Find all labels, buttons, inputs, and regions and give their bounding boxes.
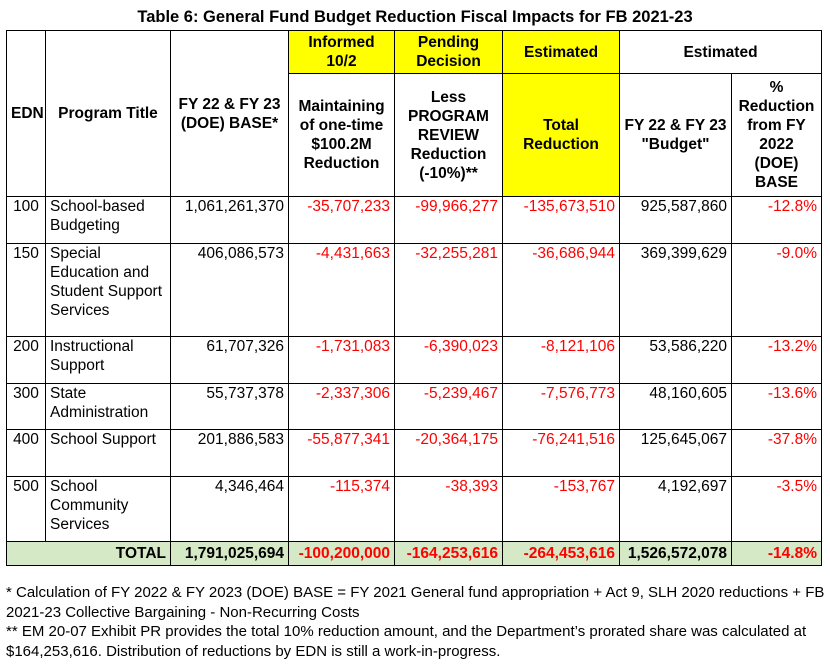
total-row: TOTAL 1,791,025,694 -100,200,000 -164,25… [6,541,822,566]
review-cell: -6,390,023 [394,336,503,384]
pending-header: Pending Decision [394,30,503,74]
program-title-cell: State Administration [45,383,171,430]
table-row: 500 School Community Services 4,346,464 -11… [6,476,822,542]
pct-cell: -13.6% [731,383,822,430]
budget-header: FY 22 & FY 23 "Budget" [619,73,732,197]
pct-cell: -37.8% [731,429,822,477]
footnote-review: ** EM 20-07 Exhibit PR provides the tota… [6,623,807,660]
pct-cell: -3.5% [731,476,822,542]
edn-cell: 200 [6,336,46,384]
table-row: 400 School Support 201,886,583 -55,877,341-… [6,429,822,477]
program-title-header: Program Title [45,30,171,197]
header-row-bottom: Maintaining of one-time $100.2M Reductio… [7,73,822,197]
total-reduction-cell: -7,576,773 [502,383,620,430]
program-title-cell: School-based Budgeting [45,196,171,244]
table-row: 300 State Administration 55,737,378 -2,337,… [6,383,822,430]
base-cell: 406,086,573 [170,243,289,337]
program-title-cell: School Community Services [45,476,171,542]
total-reduction-cell: -8,121,106 [502,336,620,384]
budget-cell: 369,399,629 [619,243,732,337]
total-reduction-cell: -153,767 [502,476,620,542]
budget-table: EDN Program Title FY 22 & FY 23 (DOE) BA… [6,30,822,566]
total-reduction-cell: -135,673,510 [502,196,620,244]
maintain-cell: -115,374 [288,476,395,542]
budget-cell: 53,586,220 [619,336,732,384]
estimated-header-left: Estimated [502,30,620,74]
review-cell: -38,393 [394,476,503,542]
budget-cell: 4,192,697 [619,476,732,542]
total-budget: 1,526,572,078 [619,541,732,566]
review-cell: -99,966,277 [394,196,503,244]
maintain-cell: -4,431,663 [288,243,395,337]
base-cell: 55,737,378 [170,383,289,430]
table-row: 100 School-based Budgeting 1,061,261,370 -3… [6,196,822,244]
less-review-header: Less PROGRAM REVIEW Reduction (-10%)** [394,73,503,197]
table-row: 200 Instructional Support 61,707,326 -1,731… [6,336,822,384]
base-cell: 1,061,261,370 [170,196,289,244]
budget-cell: 925,587,860 [619,196,732,244]
total-label: TOTAL [6,541,171,566]
pct-header: % Reduction from FY 2022 (DOE) BASE [731,73,822,197]
estimated-header-right: Estimated [619,30,822,74]
edn-cell: 300 [6,383,46,430]
base-cell: 61,707,326 [170,336,289,384]
footnote-base: * Calculation of FY 2022 & FY 2023 (DOE)… [6,584,825,621]
program-title-cell: Instructional Support [45,336,171,384]
table-body: 100 School-based Budgeting 1,061,261,370 -3… [6,196,822,542]
program-title-cell: School Support [45,429,171,477]
edn-cell: 150 [6,243,46,337]
edn-cell: 500 [6,476,46,542]
table-title: Table 6: General Fund Budget Reduction F… [137,8,693,26]
edn-cell: 400 [6,429,46,477]
base-cell: 201,886,583 [170,429,289,477]
total-base: 1,791,025,694 [170,541,289,566]
total-review: -164,253,616 [394,541,503,566]
review-cell: -20,364,175 [394,429,503,477]
table-row: 150 Special Education and Student Support… [6,243,822,337]
budget-cell: 48,160,605 [619,383,732,430]
edn-header: EDN [6,30,46,197]
total-maintain: -100,200,000 [288,541,395,566]
base-header: FY 22 & FY 23 (DOE) BASE* [170,30,289,197]
total-pct: -14.8% [731,541,822,566]
total-reduction-header: Total Reduction [502,73,620,197]
total-total-reduction: -264,453,616 [502,541,620,566]
total-reduction-cell: -36,686,944 [502,243,620,337]
header-row-top: EDN Program Title FY 22 & FY 23 (DOE) BA… [6,30,822,197]
budget-cell: 125,645,067 [619,429,732,477]
edn-cell: 100 [6,196,46,244]
maintain-cell: -1,731,083 [288,336,395,384]
review-cell: -32,255,281 [394,243,503,337]
maintain-cell: -35,707,233 [288,196,395,244]
pct-cell: -9.0% [731,243,822,337]
footnotes: * Calculation of FY 2022 & FY 2023 (DOE)… [6,583,826,661]
base-cell: 4,346,464 [170,476,289,542]
informed-header: Informed 10/2 [288,30,395,74]
pct-cell: -13.2% [731,336,822,384]
total-reduction-cell: -76,241,516 [502,429,620,477]
maintaining-header: Maintaining of one-time $100.2M Reductio… [288,73,395,197]
program-title-cell: Special Education and Student Support Se… [45,243,171,337]
pct-cell: -12.8% [731,196,822,244]
maintain-cell: -2,337,306 [288,383,395,430]
maintain-cell: -55,877,341 [288,429,395,477]
review-cell: -5,239,467 [394,383,503,430]
